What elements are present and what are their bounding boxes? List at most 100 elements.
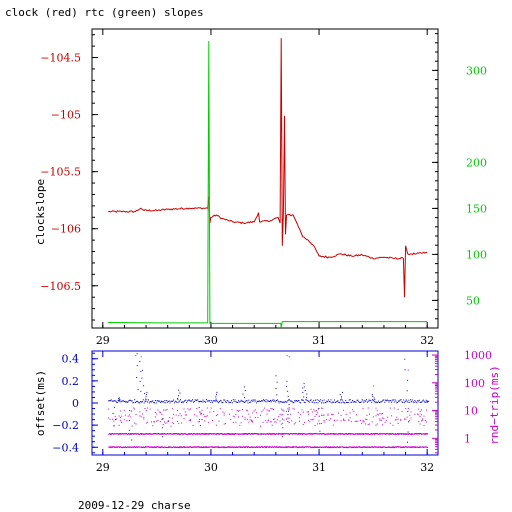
rndtrip-point — [225, 433, 227, 435]
offset-point — [172, 400, 174, 402]
offset-point — [347, 401, 349, 403]
rndtrip-point — [142, 413, 143, 415]
rndtrip-point — [350, 421, 352, 423]
offset-point — [375, 401, 377, 403]
rndtrip-point — [204, 420, 206, 422]
offset-point — [200, 413, 202, 414]
rndtrip-point — [269, 432, 271, 434]
offset-point — [277, 400, 279, 402]
rndtrip-point — [161, 414, 163, 415]
rndtrip-point — [362, 447, 364, 449]
offset-point — [303, 396, 305, 398]
offset-point — [342, 401, 344, 403]
offset-point — [334, 399, 335, 401]
rndtrip-point — [188, 433, 190, 435]
offset-point — [373, 400, 375, 402]
rndtrip-point — [196, 408, 198, 409]
rndtrip-point — [206, 433, 208, 434]
chart-title: clock (red) rtc (green) slopes — [5, 6, 204, 19]
offset-point — [286, 401, 288, 403]
offset-point — [199, 400, 201, 402]
rndtrip-point — [281, 433, 283, 435]
offset-point — [382, 399, 384, 401]
offset-point — [216, 400, 218, 402]
rndtrip-point — [352, 433, 354, 435]
rndtrip-y2-tick-label: 1000 — [464, 349, 492, 362]
rndtrip-point — [133, 447, 135, 449]
offset-point — [185, 399, 187, 401]
rndtrip-point — [153, 447, 155, 448]
rndtrip-point — [129, 433, 131, 434]
rndtrip-point — [293, 408, 295, 410]
rndtrip-point — [121, 415, 123, 417]
offset-point — [295, 400, 297, 402]
rndtrip-point — [139, 415, 141, 417]
offset-point — [398, 400, 400, 402]
offset-point — [350, 401, 352, 403]
rndtrip-point — [247, 447, 249, 449]
rndtrip-point — [270, 433, 271, 435]
rndtrip-point — [190, 408, 191, 410]
rndtrip-point — [139, 411, 141, 413]
offset-point — [356, 399, 358, 401]
offset-point — [142, 401, 143, 403]
offset-point — [379, 402, 380, 403]
rndtrip-point — [297, 412, 299, 413]
rndtrip-point — [286, 446, 288, 448]
rndtrip-point — [314, 415, 316, 417]
rndtrip-point — [123, 419, 125, 421]
rndtrip-point — [332, 413, 334, 415]
offset-point — [197, 399, 199, 401]
rndtrip-point — [255, 446, 257, 448]
rndtrip-point — [149, 447, 151, 448]
offset-point — [359, 401, 361, 403]
rndtrip-point — [228, 433, 230, 435]
offset-point — [307, 400, 309, 402]
rndtrip-point — [230, 433, 232, 435]
rndtrip-point — [324, 446, 326, 448]
offset-point — [162, 436, 164, 438]
rndtrip-point — [321, 414, 322, 416]
rndtrip-point — [129, 433, 131, 435]
rndtrip-point — [261, 411, 263, 413]
rndtrip-point — [337, 412, 339, 414]
rndtrip-point — [424, 419, 426, 421]
offset-point — [352, 400, 354, 401]
offset-point — [403, 399, 405, 401]
offset-point — [280, 401, 282, 403]
rndtrip-point — [343, 409, 345, 411]
offset-point — [393, 401, 395, 403]
rndtrip-point — [389, 422, 391, 424]
offset-point — [422, 400, 424, 402]
rndtrip-point — [175, 414, 177, 416]
rndtrip-point — [417, 413, 418, 415]
rndtrip-point — [273, 433, 275, 435]
offset-point — [254, 399, 256, 401]
rndtrip-point — [391, 447, 393, 449]
rndtrip-point — [274, 418, 276, 420]
offset-point — [415, 401, 417, 403]
offset-point — [287, 395, 289, 397]
rndtrip-point — [236, 446, 238, 448]
rndtrip-point — [188, 419, 190, 421]
offset-point — [269, 401, 271, 402]
offset-point — [146, 399, 148, 401]
rndtrip-point — [287, 421, 289, 422]
offset-point — [330, 399, 332, 401]
offset-point — [279, 401, 281, 402]
rndtrip-point — [367, 433, 369, 434]
rndtrip-point — [387, 416, 389, 418]
rndtrip-point — [418, 433, 420, 434]
offset-point — [406, 400, 408, 402]
rndtrip-point — [266, 413, 268, 415]
rndtrip-point — [167, 420, 169, 422]
rndtrip-point — [231, 433, 233, 435]
rndtrip-point — [356, 414, 357, 416]
rndtrip-point — [364, 446, 366, 448]
rndtrip-point — [267, 410, 269, 412]
rndtrip-point — [113, 446, 115, 448]
offset-point — [324, 402, 326, 404]
offset-point — [167, 401, 169, 403]
rndtrip-point — [260, 433, 262, 435]
offset-point — [310, 399, 312, 401]
